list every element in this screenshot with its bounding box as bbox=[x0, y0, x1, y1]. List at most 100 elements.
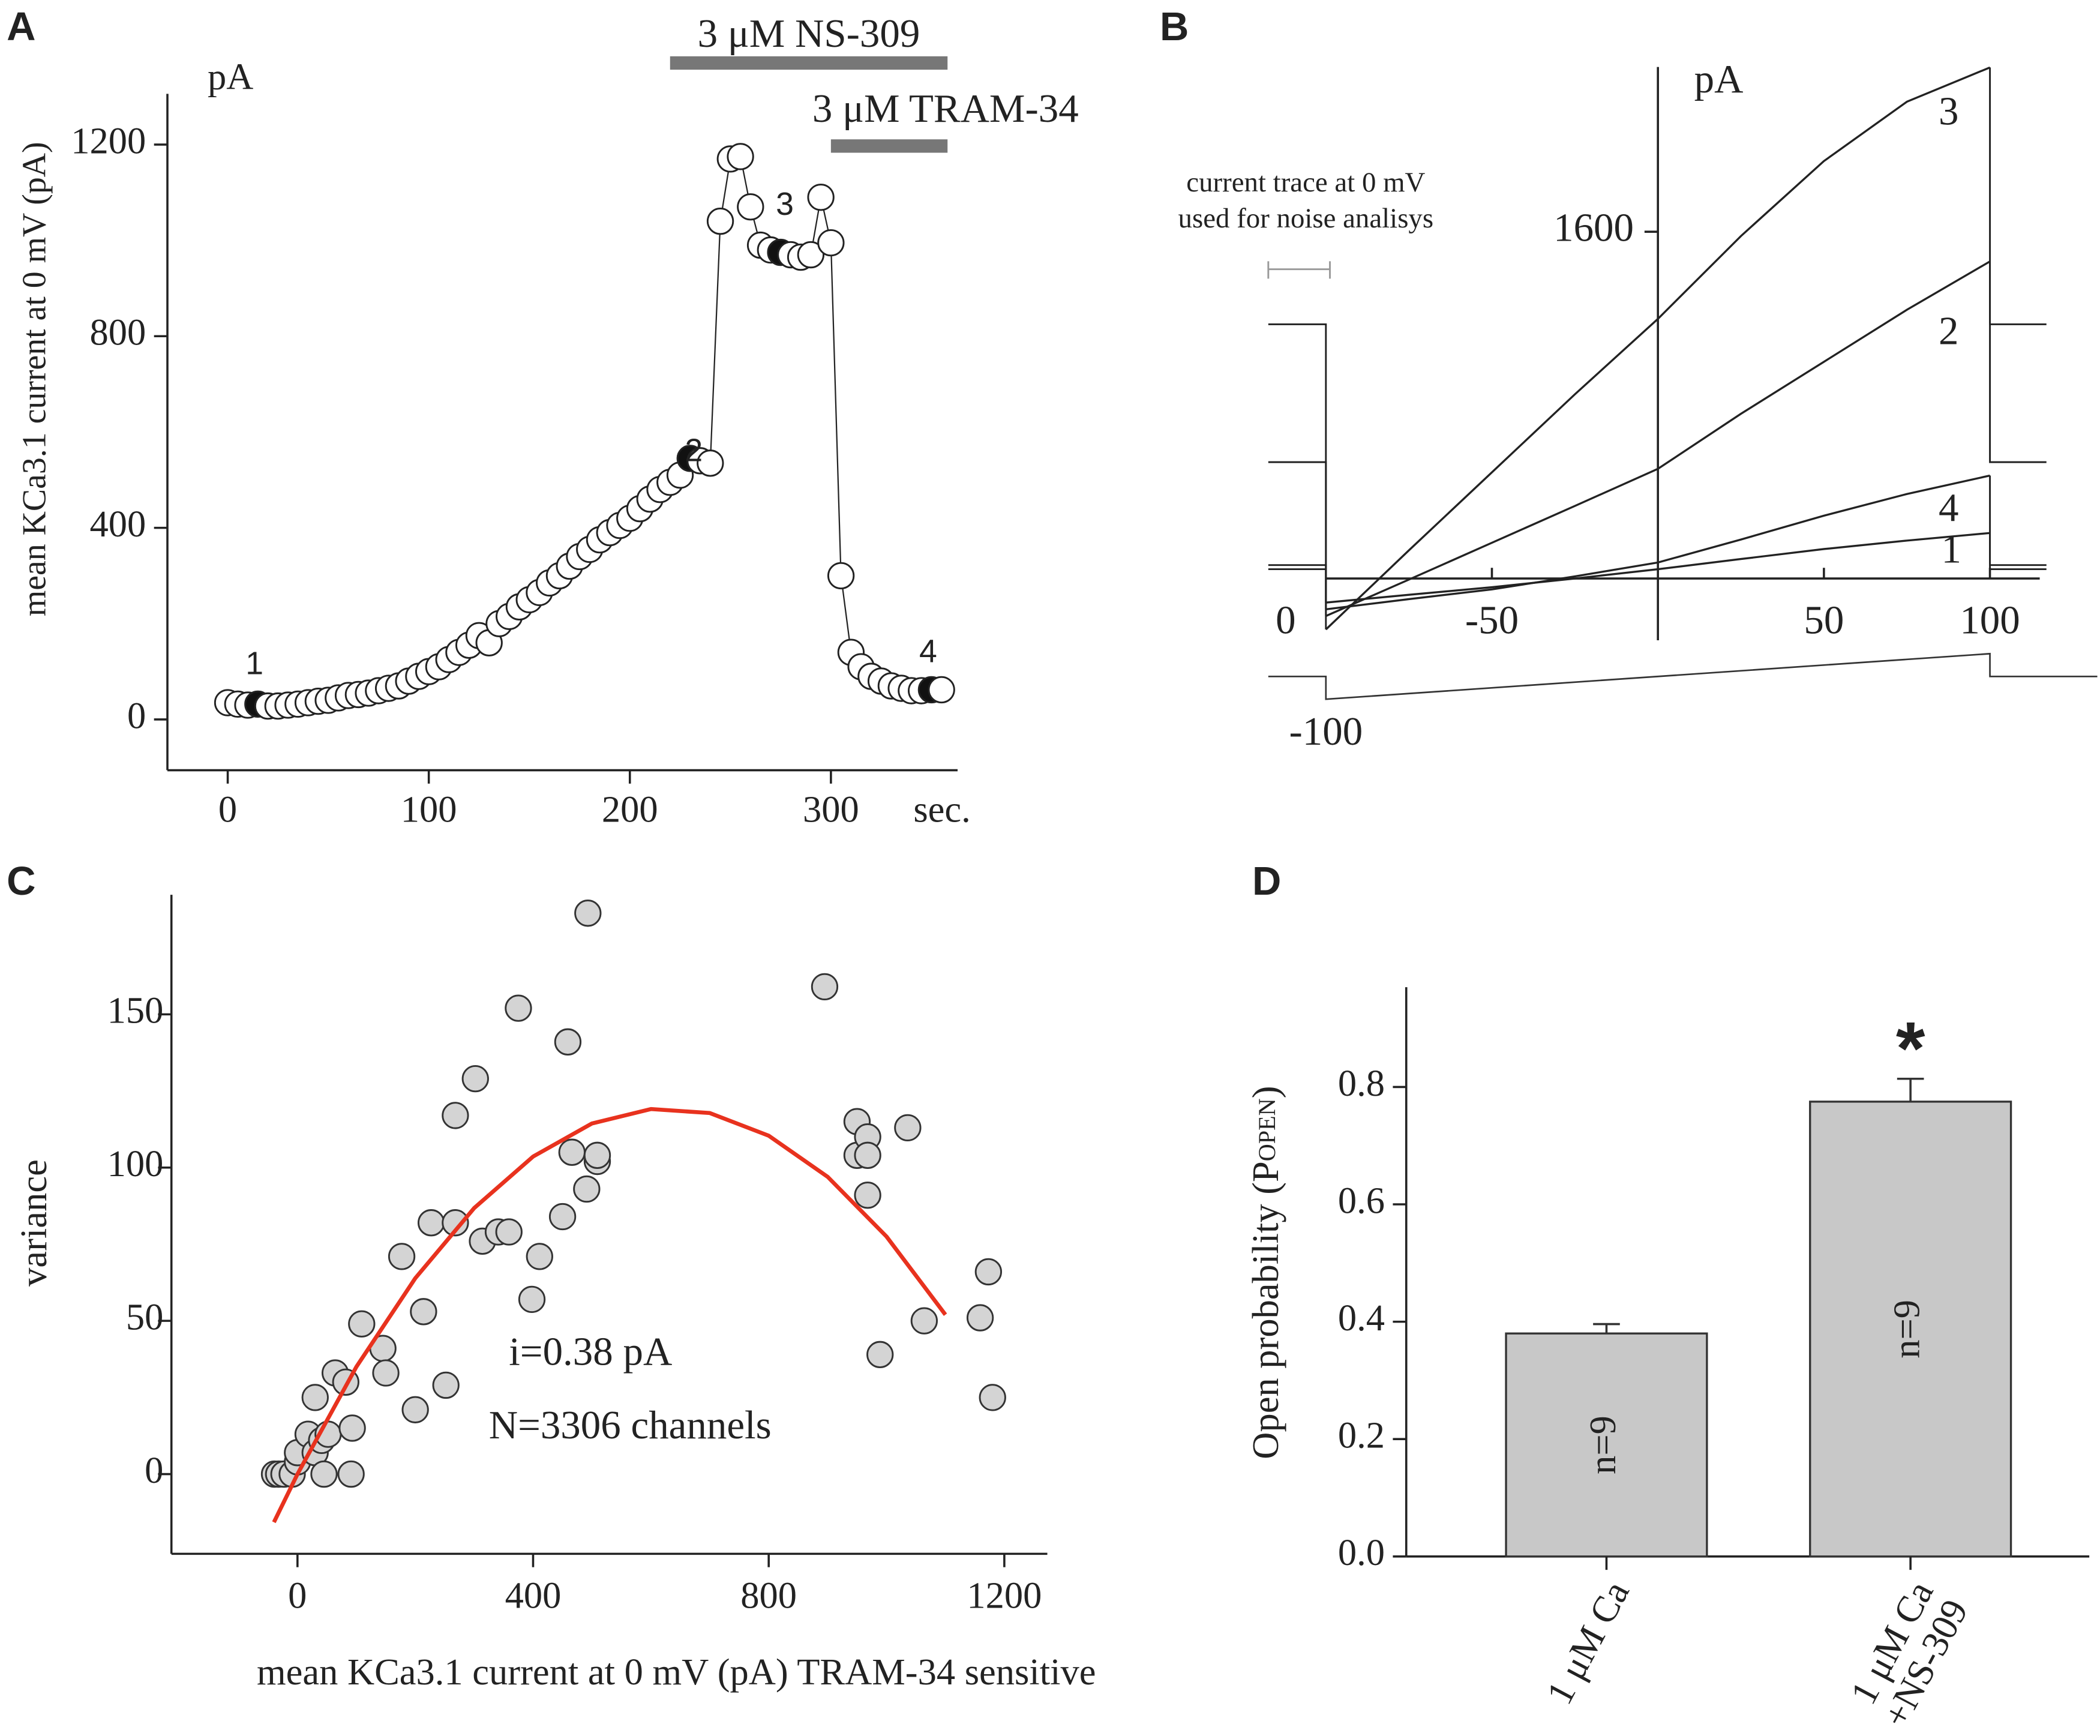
error-bar bbox=[1897, 1077, 1924, 1102]
y-tick-label: 800 bbox=[90, 311, 146, 353]
data-point bbox=[554, 1028, 582, 1056]
current-trace bbox=[1325, 66, 1991, 631]
data-point bbox=[807, 184, 835, 211]
protocol-label: 0 bbox=[1276, 598, 1295, 643]
holding-trace bbox=[1268, 67, 2047, 629]
data-point bbox=[854, 1141, 881, 1169]
y-tick-label: 150 bbox=[107, 990, 164, 1032]
y-tick-label: 0.4 bbox=[1338, 1297, 1385, 1339]
note: current trace at 0 mV bbox=[1186, 167, 1425, 198]
treatment-bar bbox=[830, 139, 948, 153]
y-tick-label: 1200 bbox=[71, 119, 146, 161]
unit-label: pA bbox=[208, 55, 253, 97]
panel-letter: C bbox=[7, 859, 35, 904]
data-point bbox=[337, 1460, 365, 1488]
data-point bbox=[910, 1307, 938, 1335]
x-tick-label: 800 bbox=[740, 1575, 797, 1617]
data-point bbox=[817, 229, 845, 257]
point-annotation: 1 bbox=[245, 646, 263, 682]
data-point bbox=[737, 193, 764, 221]
data-point bbox=[432, 1371, 460, 1399]
data-point bbox=[348, 1310, 376, 1338]
treatment-bar bbox=[670, 56, 948, 70]
y-axis-label-part: OPEN bbox=[1253, 1098, 1280, 1161]
data-point bbox=[410, 1298, 437, 1326]
y-axis-label-part: ) bbox=[1244, 1086, 1286, 1099]
data-point bbox=[573, 1175, 601, 1203]
data-point bbox=[574, 900, 602, 927]
data-point bbox=[974, 1258, 1003, 1286]
data-point bbox=[310, 1460, 338, 1488]
data-point bbox=[338, 1414, 366, 1442]
annotation: i=0.38 pA bbox=[509, 1329, 672, 1374]
data-point bbox=[548, 1203, 577, 1231]
x-tick-label: 0 bbox=[218, 788, 237, 830]
x-tick-label: 50 bbox=[1804, 598, 1844, 642]
point-annotation: 4 bbox=[919, 634, 937, 670]
bar-label: n=9 bbox=[1885, 1300, 1927, 1359]
x-tick-label: 0 bbox=[288, 1575, 307, 1617]
data-point bbox=[372, 1359, 400, 1387]
data-point bbox=[495, 1218, 523, 1246]
panel-letter: A bbox=[7, 4, 35, 49]
y-tick-label: 0 bbox=[145, 1449, 163, 1491]
treatment-label: 3 μM TRAM-34 bbox=[812, 86, 1079, 131]
point-annotation: 2 bbox=[685, 433, 703, 469]
y-tick-label: 0.6 bbox=[1338, 1179, 1385, 1221]
x-tick-label: 1200 bbox=[967, 1575, 1042, 1617]
x-tick-label: 1 μM Ca bbox=[1538, 1574, 1638, 1711]
x-tick-label: 300 bbox=[803, 788, 859, 830]
current-trace bbox=[1325, 474, 1990, 611]
x-tick-label: 100 bbox=[1960, 598, 2020, 642]
x-tick-label-line: 1 μM Ca bbox=[1538, 1574, 1638, 1711]
data-point bbox=[583, 1141, 611, 1169]
y-axis-label: mean KCa3.1 current at 0 mV (pA) bbox=[16, 142, 53, 616]
treatment-label: 3 μM NS-309 bbox=[698, 11, 920, 56]
x-axis-label: mean KCa3.1 current at 0 mV (pA) TRAM-34… bbox=[257, 1651, 1096, 1693]
y-tick-label: 0.0 bbox=[1338, 1531, 1385, 1573]
trace-label: 3 bbox=[1939, 89, 1958, 133]
x-tick-label: 100 bbox=[401, 788, 457, 830]
error-bar bbox=[1593, 1323, 1620, 1334]
y-tick-label: 1600 bbox=[1553, 206, 1634, 250]
note-bracket bbox=[1267, 261, 1331, 279]
y-tick-label: 0 bbox=[127, 694, 146, 736]
data-point bbox=[966, 1304, 994, 1332]
annotation: N=3306 channels bbox=[489, 1403, 772, 1447]
fit-curve bbox=[272, 1107, 947, 1524]
x-tick-label: 400 bbox=[505, 1575, 562, 1617]
x-tick-label: 200 bbox=[602, 788, 658, 830]
data-point bbox=[854, 1182, 881, 1209]
point-annotation: 3 bbox=[776, 187, 794, 222]
data-point bbox=[811, 973, 839, 1001]
trace-label: 4 bbox=[1939, 485, 1958, 530]
panel-letter: D bbox=[1252, 859, 1281, 904]
y-axis-label: variance bbox=[13, 1159, 55, 1287]
data-point bbox=[526, 1243, 553, 1270]
holding-trace bbox=[1268, 475, 2047, 610]
data-point bbox=[442, 1102, 469, 1129]
y-tick-label: 0.2 bbox=[1338, 1414, 1385, 1456]
data-point bbox=[727, 143, 754, 170]
data-point bbox=[706, 208, 734, 235]
panel-letter: B bbox=[1160, 4, 1189, 49]
data-point bbox=[417, 1209, 445, 1237]
current-trace bbox=[1325, 260, 1991, 617]
significance-mark: * bbox=[1896, 1008, 1925, 1091]
y-axis-label-part: Open probability (P bbox=[1244, 1161, 1286, 1459]
data-point bbox=[928, 676, 955, 704]
voltage-protocol bbox=[1268, 652, 2098, 700]
y-tick-label: 400 bbox=[90, 503, 146, 545]
y-tick-label: 0.8 bbox=[1338, 1062, 1385, 1104]
data-point bbox=[301, 1384, 329, 1411]
note: used for noise analisys bbox=[1178, 203, 1434, 234]
data-point bbox=[558, 1138, 586, 1166]
trace-label: 1 bbox=[1941, 527, 1961, 571]
bar-label: n=9 bbox=[1582, 1416, 1624, 1474]
data-point bbox=[442, 1209, 469, 1237]
data-point bbox=[401, 1396, 429, 1423]
x-axis-label: sec. bbox=[913, 788, 970, 830]
x-tick-label: 1 μM Ca+NS-309 bbox=[1840, 1574, 1976, 1734]
